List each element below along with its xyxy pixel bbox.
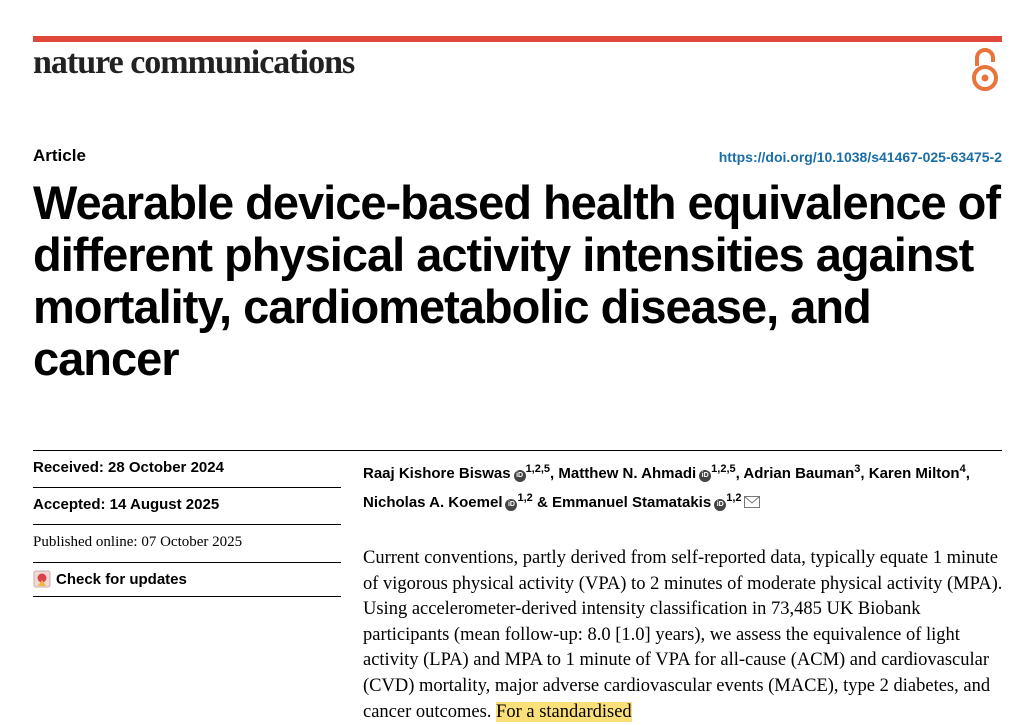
orcid-icon[interactable]: iD — [505, 499, 518, 511]
article-title: Wearable device-based health equivalence… — [33, 176, 1001, 385]
author-name[interactable]: Emmanuel Stamatakis iD1,2 — [551, 492, 760, 511]
orcid-icon[interactable]: iD — [714, 499, 727, 511]
author-separator: , — [860, 465, 869, 482]
published-date: Published online: 07 October 2025 — [33, 534, 243, 550]
abstract: Current conventions, partly derived from… — [363, 546, 1003, 725]
author-separator: , — [735, 465, 744, 482]
author-name[interactable]: Karen Milton4 — [868, 463, 966, 482]
divider — [33, 596, 341, 597]
author-name[interactable]: Adrian Bauman3 — [743, 463, 861, 482]
open-access-icon — [972, 48, 998, 91]
author-name-text: Matthew N. Ahmadi — [558, 465, 697, 482]
mail-icon[interactable] — [743, 496, 760, 508]
divider — [33, 487, 341, 488]
divider — [33, 562, 341, 563]
affiliation-number: 1,2,5 — [525, 463, 551, 475]
author-list: Raaj Kishore Biswas iD1,2,5, Matthew N. A… — [363, 457, 1003, 515]
orcid-icon[interactable]: iD — [699, 470, 712, 482]
affiliation-number: 1,2 — [726, 492, 742, 504]
author-separator: , — [965, 465, 970, 482]
journal-title[interactable]: nature communications — [33, 44, 355, 81]
author-name[interactable]: Raaj Kishore Biswas iD1,2,5 — [363, 463, 551, 482]
article-type: Article — [33, 146, 86, 165]
check-updates-label: Check for updates — [56, 570, 187, 588]
orcid-icon[interactable]: iD — [513, 470, 526, 482]
affiliation-number: 1,2,5 — [711, 463, 736, 475]
author-name-text: Adrian Bauman — [743, 465, 855, 482]
abstract-text: Current conventions, partly derived from… — [363, 548, 1003, 722]
abstract-highlight: For a standardised — [496, 701, 632, 722]
author-name[interactable]: Matthew N. Ahmadi iD1,2,5 — [558, 463, 736, 482]
author-name[interactable]: Nicholas A. Koemel iD1,2 — [363, 492, 533, 511]
author-separator: , — [550, 465, 559, 482]
accent-bar — [33, 36, 1002, 42]
author-name-text: Raaj Kishore Biswas — [363, 465, 511, 482]
affiliation-number: 1,2 — [517, 492, 533, 504]
check-updates-icon — [33, 570, 51, 588]
doi-link[interactable]: https://doi.org/10.1038/s41467-025-63475… — [718, 149, 1002, 165]
author-name-text: Emmanuel Stamatakis — [551, 494, 712, 511]
divider — [33, 524, 341, 525]
author-name-text: Nicholas A. Koemel — [363, 494, 503, 511]
author-name-text: Karen Milton — [868, 465, 960, 482]
accepted-date: Accepted: 14 August 2025 — [33, 496, 220, 513]
author-separator: & — [532, 494, 552, 511]
received-date: Received: 28 October 2024 — [33, 459, 224, 476]
affiliation-number: 3 — [854, 463, 861, 475]
check-updates-button[interactable]: Check for updates — [33, 570, 187, 588]
affiliation-number: 4 — [959, 463, 966, 475]
divider — [33, 450, 1002, 451]
